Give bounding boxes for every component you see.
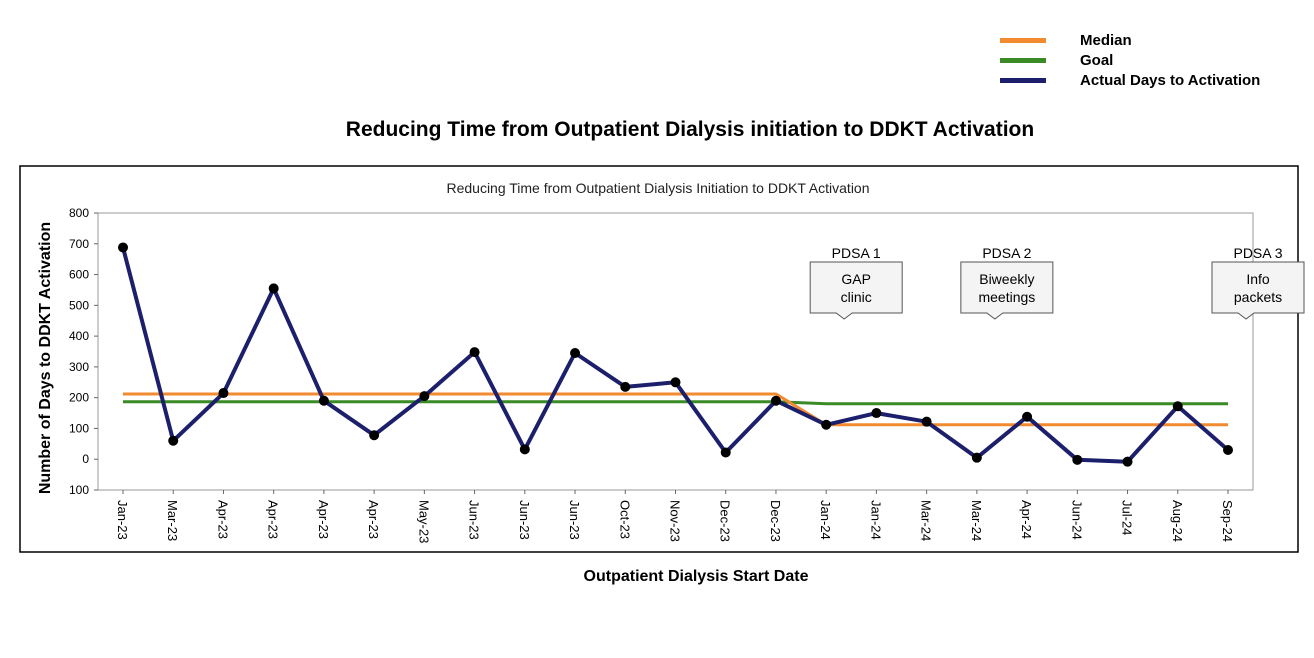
x-tick-label: Apr-23	[366, 500, 381, 539]
data-point	[168, 435, 179, 446]
pdsa-callout-text: Info	[1246, 271, 1270, 287]
y-tick-label: 800	[69, 206, 89, 220]
x-tick-label: Dec-23	[768, 500, 783, 542]
x-tick-label: Oct-23	[617, 500, 632, 539]
series-line-median	[123, 392, 1228, 427]
y-tick-label: 700	[69, 237, 89, 251]
data-point	[469, 347, 480, 358]
pdsa-annotation: PDSA 3 Info packets	[1211, 245, 1305, 320]
x-tick-label: Mar-24	[969, 500, 984, 541]
data-point	[318, 395, 329, 406]
x-tick-label: Jan-24	[818, 500, 833, 540]
data-point	[1223, 444, 1233, 455]
x-tick-label: Jun-23	[517, 500, 532, 540]
x-tick-label: Jun-23	[467, 500, 482, 540]
page-title: Reducing Time from Outpatient Dialysis i…	[345, 118, 1035, 141]
pdsa-callout-text: Biweekly	[979, 271, 1034, 287]
y-tick-label: 600	[69, 268, 89, 282]
pdsa-callout-text: packets	[1234, 289, 1282, 305]
data-point	[218, 388, 229, 399]
plot-area	[97, 212, 1254, 491]
data-point	[1072, 454, 1083, 465]
data-point	[971, 452, 982, 463]
x-tick-label: Sep-24	[1220, 500, 1235, 542]
x-tick-label: Apr-23	[266, 500, 281, 539]
legend-label-goal: Goal	[1080, 52, 1114, 69]
data-point	[118, 242, 128, 253]
data-point	[1122, 456, 1133, 467]
x-tick-label: Nov-23	[668, 500, 683, 542]
pdsa-callout-text: GAP	[841, 271, 871, 287]
x-tick-label: Mar-23	[165, 500, 180, 541]
y-tick-label: 100	[69, 421, 89, 435]
y-tick-label: 400	[69, 329, 89, 343]
legend-label-actual: Actual Days to Activation	[1080, 72, 1261, 89]
data-point	[871, 408, 882, 419]
y-tick-label: 100	[69, 483, 89, 497]
legend-swatch-actual	[1000, 78, 1046, 83]
data-point	[369, 430, 380, 441]
legend-label-median: Median	[1080, 32, 1132, 49]
data-point	[1172, 401, 1183, 412]
data-point	[670, 377, 681, 388]
pdsa-callout-text: meetings	[978, 289, 1035, 305]
y-axis: 800 700 600 500 400 300 200 100 0 100	[69, 206, 98, 497]
legend-swatch-median	[1000, 38, 1046, 43]
point-layer	[118, 242, 1233, 467]
x-tick-label: Apr-23	[215, 500, 230, 539]
data-point	[821, 419, 832, 430]
y-tick-label: 0	[82, 452, 89, 466]
x-tick-label: Jul-24	[1120, 500, 1135, 535]
x-tick-label: Jun-24	[1069, 500, 1084, 540]
x-axis-title: Outpatient Dialysis Start Date	[583, 568, 809, 585]
data-point	[519, 444, 530, 455]
pdsa-annotation: PDSA 2 Biweekly meetings	[960, 245, 1054, 320]
pdsa-label: PDSA 3	[1233, 245, 1282, 261]
data-point	[770, 395, 781, 406]
pdsa-annotation: PDSA 1 GAP clinic	[809, 245, 903, 320]
x-tick-label: Dec-23	[718, 500, 733, 542]
x-tick-label: Apr-23	[316, 500, 331, 539]
pdsa-label: PDSA 2	[982, 245, 1031, 261]
x-tick-label: May-23	[416, 500, 431, 543]
y-axis-title: Number of Days to DDKT Activation	[37, 221, 54, 495]
data-point	[720, 447, 731, 458]
x-tick-label: Aug-24	[1170, 500, 1185, 542]
data-point	[419, 391, 430, 402]
x-tick-label: Mar-24	[919, 500, 934, 541]
pdsa-callout-box	[1211, 261, 1305, 320]
x-tick-label: Jun-23	[567, 500, 582, 540]
data-point	[1022, 411, 1033, 422]
x-tick-label: Apr-24	[1019, 500, 1034, 539]
chart-inner-title: Reducing Time from Outpatient Dialysis I…	[446, 180, 869, 196]
pdsa-callout-text: clinic	[841, 289, 872, 305]
y-tick-label: 200	[69, 391, 89, 405]
y-tick-label: 500	[69, 298, 89, 312]
chart-frame	[19, 165, 1299, 553]
legend-swatch-goal	[1000, 58, 1046, 63]
x-tick-label: Jan-24	[868, 500, 883, 540]
data-point	[620, 381, 631, 392]
data-point	[570, 348, 581, 359]
y-tick-label: 300	[69, 360, 89, 374]
pdsa-label: PDSA 1	[832, 245, 881, 261]
pdsa-callout-box	[809, 261, 903, 320]
x-tick-label: Jan-23	[115, 500, 130, 540]
pdsa-callout-box	[960, 261, 1054, 320]
data-point	[268, 283, 279, 294]
x-axis: Jan-23 Mar-23 Apr-23 Apr-23 Apr-23 Apr-23 May-…	[115, 490, 1235, 543]
series-line-goal	[123, 400, 1228, 406]
data-point	[921, 416, 932, 427]
